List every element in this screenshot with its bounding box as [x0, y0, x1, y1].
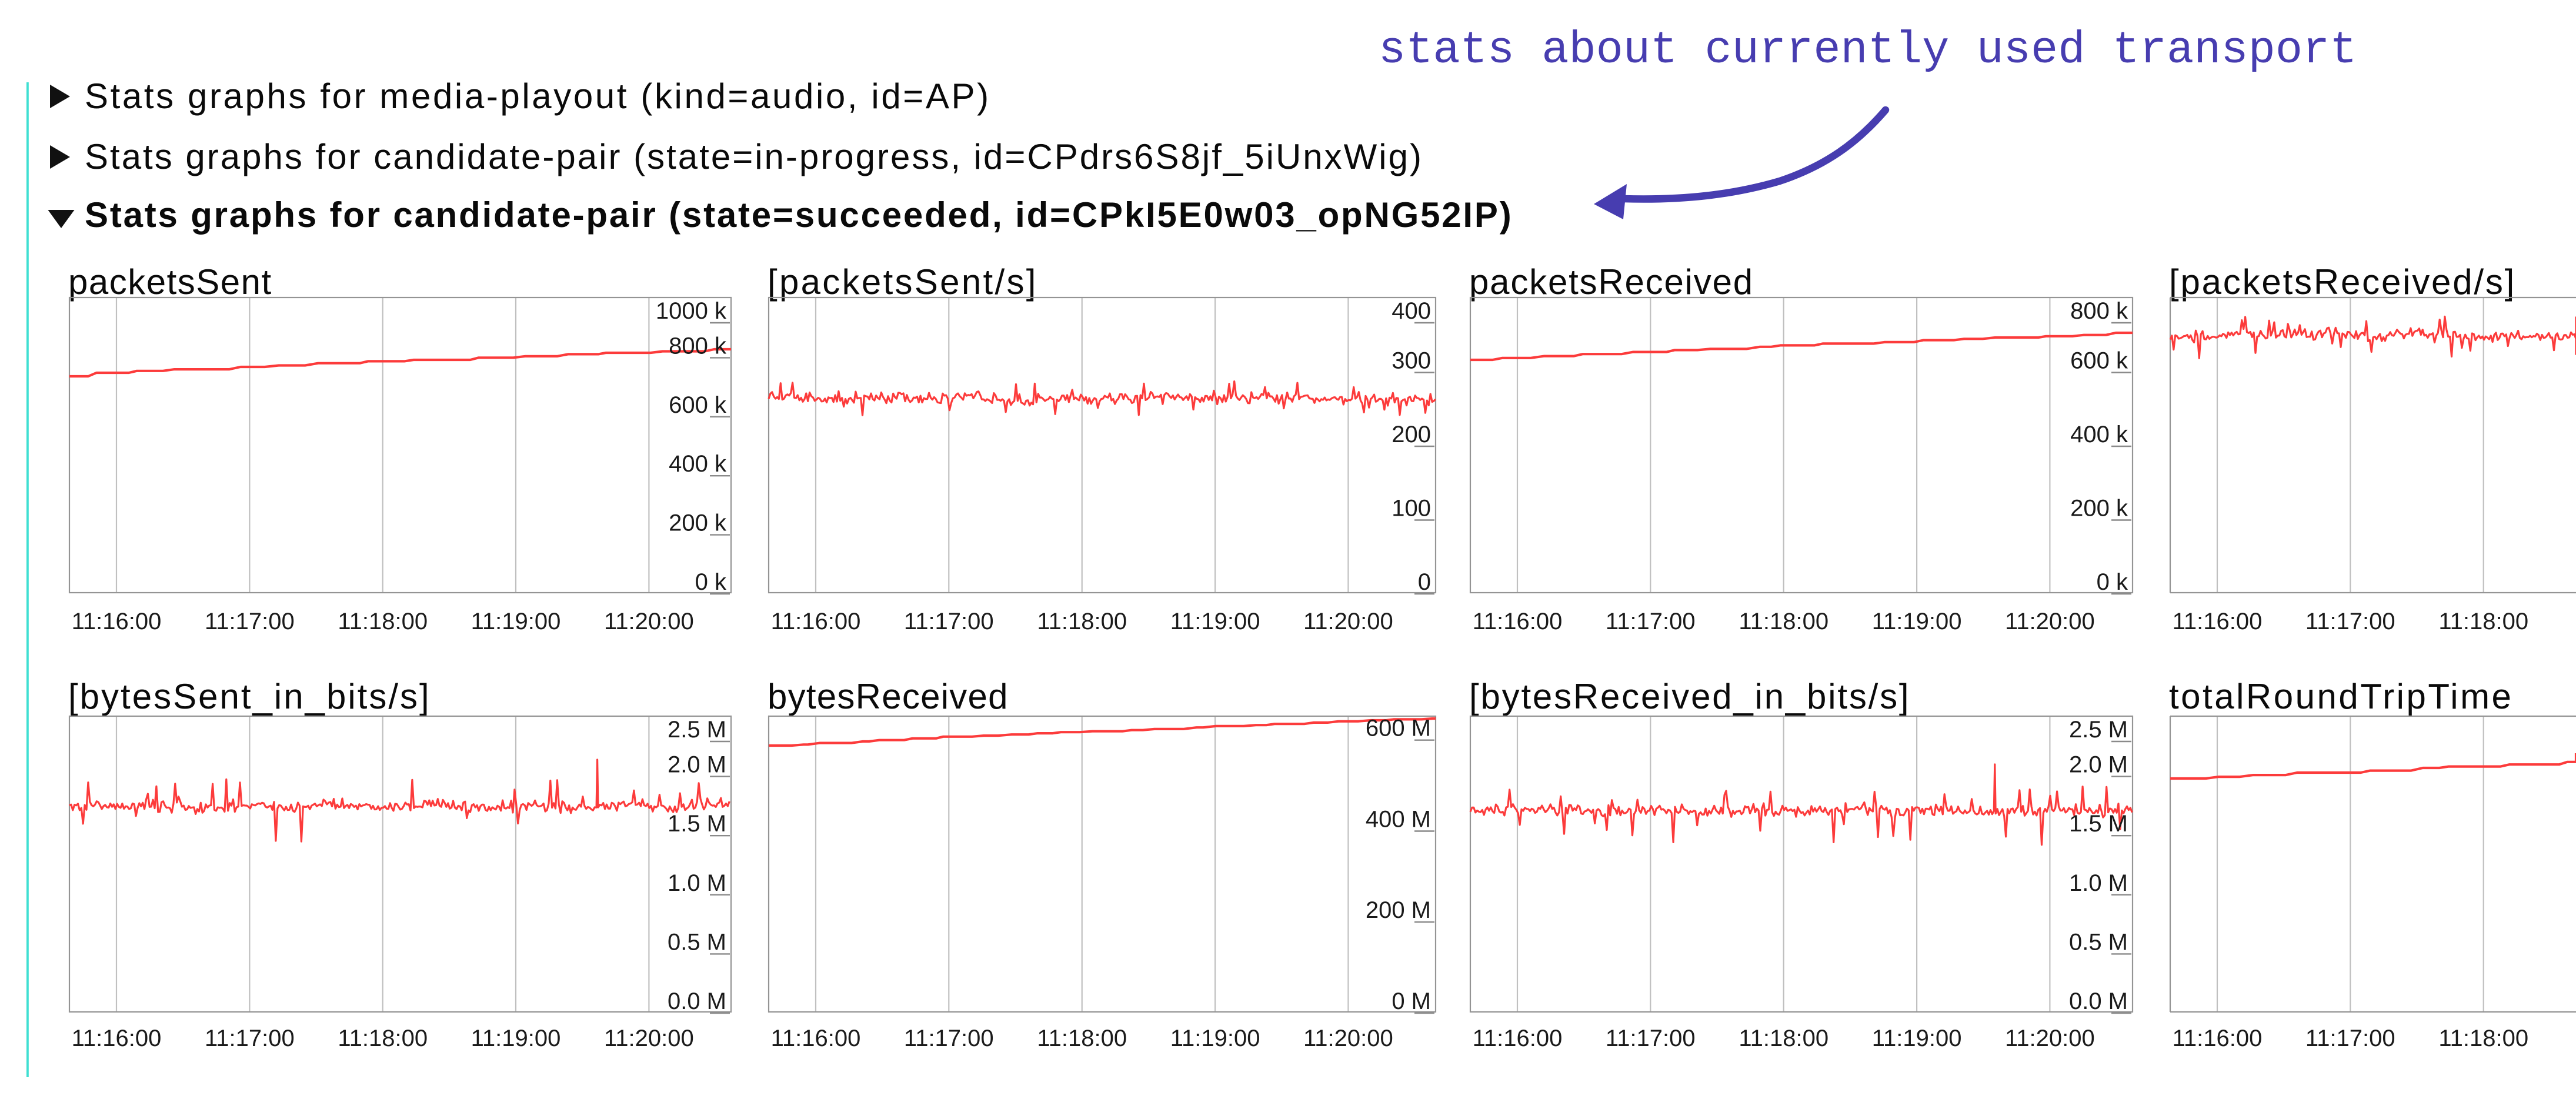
svg-text:11:17:00: 11:17:00: [2305, 609, 2395, 634]
svg-text:2.0 M: 2.0 M: [2069, 752, 2128, 778]
svg-text:0 k: 0 k: [695, 569, 727, 595]
svg-text:11:17:00: 11:17:00: [904, 1025, 994, 1051]
svg-text:11:20:00: 11:20:00: [2005, 1025, 2095, 1051]
svg-text:1.0 M: 1.0 M: [668, 870, 726, 896]
svg-text:11:19:00: 11:19:00: [1872, 1025, 1962, 1051]
svg-text:11:17:00: 11:17:00: [1606, 1025, 1696, 1051]
svg-text:0: 0: [1418, 569, 1431, 595]
svg-text:100: 100: [1392, 496, 1431, 522]
svg-text:totalRoundTripTime: totalRoundTripTime: [2169, 677, 2513, 716]
svg-text:2.5 M: 2.5 M: [2069, 717, 2128, 743]
svg-text:400 k: 400 k: [669, 451, 727, 477]
svg-text:Stats graphs for candidate-pai: Stats graphs for candidate-pair (state=s…: [85, 195, 1513, 235]
svg-text:200: 200: [1392, 422, 1431, 447]
svg-text:1.5 M: 1.5 M: [668, 811, 726, 837]
svg-text:[bytesReceived_in_bits/s]: [bytesReceived_in_bits/s]: [1469, 677, 1910, 716]
svg-text:800 k: 800 k: [669, 333, 727, 359]
svg-text:400 M: 400 M: [1366, 807, 1431, 833]
svg-text:11:20:00: 11:20:00: [1303, 609, 1393, 634]
svg-text:2.5 M: 2.5 M: [668, 717, 726, 743]
svg-text:11:18:00: 11:18:00: [338, 609, 428, 634]
svg-text:11:18:00: 11:18:00: [338, 1025, 428, 1051]
svg-text:11:16:00: 11:16:00: [2173, 1025, 2263, 1051]
svg-text:packetsSent: packetsSent: [68, 262, 272, 302]
svg-text:Stats graphs for candidate-pai: Stats graphs for candidate-pair (state=i…: [85, 137, 1423, 176]
svg-text:11:17:00: 11:17:00: [205, 609, 295, 634]
svg-text:0 M: 0 M: [1392, 988, 1431, 1014]
svg-text:600 k: 600 k: [2070, 348, 2128, 374]
svg-text:800 k: 800 k: [2070, 298, 2128, 324]
svg-text:11:19:00: 11:19:00: [1170, 609, 1260, 634]
svg-text:200 k: 200 k: [669, 510, 727, 536]
svg-text:Stats graphs for media-playout: Stats graphs for media-playout (kind=aud…: [85, 76, 991, 116]
svg-text:11:16:00: 11:16:00: [72, 1025, 162, 1051]
svg-text:400 k: 400 k: [2070, 422, 2128, 447]
svg-text:1.0 M: 1.0 M: [2069, 870, 2128, 896]
svg-text:11:16:00: 11:16:00: [771, 1025, 861, 1051]
svg-text:[packetsSent/s]: [packetsSent/s]: [768, 262, 1038, 302]
svg-text:11:20:00: 11:20:00: [1303, 1025, 1393, 1051]
svg-text:11:16:00: 11:16:00: [2173, 609, 2263, 634]
svg-text:600 k: 600 k: [669, 392, 727, 418]
svg-text:11:19:00: 11:19:00: [1872, 609, 1962, 634]
svg-text:11:17:00: 11:17:00: [205, 1025, 295, 1051]
svg-text:packetsReceived: packetsReceived: [1469, 262, 1754, 302]
svg-text:1000 k: 1000 k: [656, 298, 727, 324]
svg-text:11:18:00: 11:18:00: [1739, 1025, 1828, 1051]
svg-text:11:16:00: 11:16:00: [771, 609, 861, 634]
svg-text:200 k: 200 k: [2070, 496, 2128, 522]
svg-text:400: 400: [1392, 298, 1431, 324]
svg-text:[bytesSent_in_bits/s]: [bytesSent_in_bits/s]: [68, 677, 431, 716]
svg-text:11:18:00: 11:18:00: [1037, 1025, 1127, 1051]
svg-text:1.5 M: 1.5 M: [2069, 811, 2128, 837]
svg-text:11:18:00: 11:18:00: [1037, 609, 1127, 634]
svg-text:11:18:00: 11:18:00: [1739, 609, 1828, 634]
svg-text:600 M: 600 M: [1366, 716, 1431, 741]
svg-text:0.0 M: 0.0 M: [2069, 988, 2128, 1014]
svg-text:0.5 M: 0.5 M: [2069, 929, 2128, 955]
svg-text:200 M: 200 M: [1366, 897, 1431, 923]
svg-text:11:17:00: 11:17:00: [2305, 1025, 2395, 1051]
svg-text:stats about currently used tra: stats about currently used transport: [1379, 25, 2357, 76]
svg-text:11:20:00: 11:20:00: [2005, 609, 2095, 634]
svg-text:11:18:00: 11:18:00: [2438, 1025, 2528, 1051]
svg-text:11:19:00: 11:19:00: [471, 1025, 561, 1051]
svg-text:11:19:00: 11:19:00: [471, 609, 561, 634]
svg-text:11:16:00: 11:16:00: [1473, 609, 1563, 634]
svg-text:11:20:00: 11:20:00: [604, 609, 694, 634]
svg-text:0.0 M: 0.0 M: [668, 988, 726, 1014]
svg-text:0 k: 0 k: [2097, 569, 2128, 595]
svg-text:[packetsReceived/s]: [packetsReceived/s]: [2169, 262, 2516, 302]
svg-text:11:17:00: 11:17:00: [904, 609, 994, 634]
svg-text:11:17:00: 11:17:00: [1606, 609, 1696, 634]
svg-text:11:19:00: 11:19:00: [1170, 1025, 1260, 1051]
svg-text:bytesReceived: bytesReceived: [768, 677, 1009, 716]
svg-text:11:16:00: 11:16:00: [1473, 1025, 1563, 1051]
svg-text:2.0 M: 2.0 M: [668, 752, 726, 778]
svg-text:300: 300: [1392, 348, 1431, 374]
svg-text:0.5 M: 0.5 M: [668, 929, 726, 955]
svg-text:11:16:00: 11:16:00: [72, 609, 162, 634]
svg-text:11:18:00: 11:18:00: [2438, 609, 2528, 634]
svg-text:11:20:00: 11:20:00: [604, 1025, 694, 1051]
